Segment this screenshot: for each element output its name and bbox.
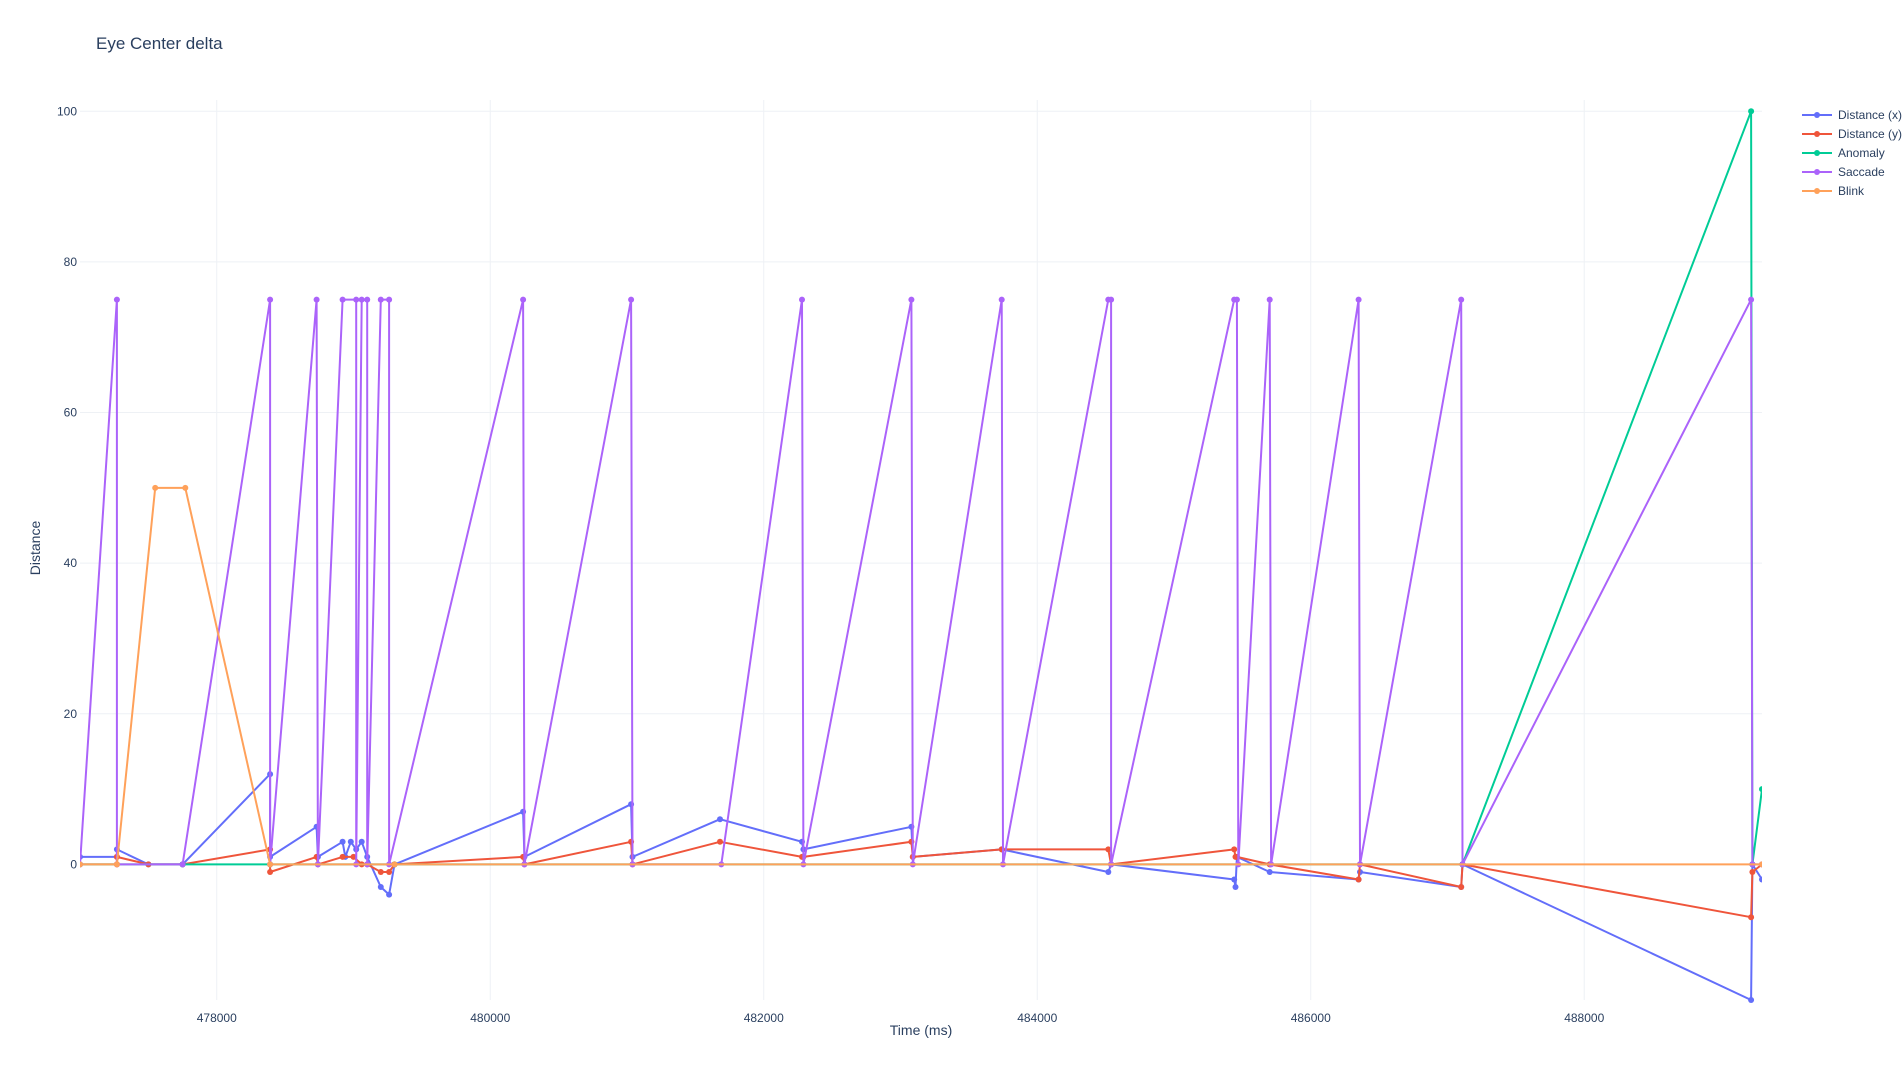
data-point — [1749, 869, 1756, 875]
data-point — [1355, 876, 1362, 883]
data-point — [113, 296, 120, 303]
legend-item[interactable]: Saccade — [1802, 165, 1885, 179]
data-point — [391, 861, 398, 868]
data-point — [113, 861, 120, 868]
data-point — [1266, 869, 1273, 875]
data-point — [364, 296, 371, 303]
data-point — [998, 296, 1005, 303]
series-line — [80, 110, 1762, 866]
data-point — [80, 861, 83, 868]
data-point — [1748, 296, 1755, 303]
data-point — [386, 869, 393, 875]
grid-lines — [80, 100, 1762, 1000]
legend-label: Distance (x) — [1838, 108, 1902, 122]
data-point — [353, 296, 360, 303]
series-line — [80, 840, 1762, 919]
y-axis-label: Distance — [27, 521, 43, 576]
data-point — [182, 484, 189, 491]
x-tick-label: 480000 — [470, 1011, 510, 1025]
data-point — [1748, 914, 1755, 921]
legend-swatch-marker — [1814, 169, 1820, 175]
data-point — [799, 296, 805, 303]
data-point — [1748, 108, 1755, 115]
data-point — [908, 296, 915, 303]
data-point — [1759, 786, 1762, 793]
y-tick-label: 0 — [70, 857, 77, 871]
legend-label: Saccade — [1838, 165, 1885, 179]
legend-swatch-marker — [1814, 131, 1820, 137]
data-point — [717, 838, 723, 845]
data-point — [1233, 296, 1240, 303]
x-axis-label: Time (ms) — [890, 1022, 952, 1038]
y-tick-label: 80 — [64, 255, 78, 269]
legend-item[interactable]: Distance (x) — [1802, 108, 1902, 122]
series-saccade — [80, 296, 1762, 868]
series-layer — [80, 108, 1762, 1003]
chart-title: Eye Center delta — [96, 34, 223, 53]
legend-item[interactable]: Distance (y) — [1802, 127, 1902, 141]
x-tick-label: 484000 — [1017, 1011, 1057, 1025]
data-point — [1105, 869, 1112, 875]
data-point — [1458, 884, 1465, 890]
data-point — [377, 296, 384, 303]
data-point — [313, 296, 320, 303]
y-tick-label: 100 — [57, 104, 77, 118]
data-point — [350, 853, 357, 860]
data-point — [347, 838, 354, 845]
data-point — [267, 861, 274, 868]
data-point — [1231, 876, 1238, 883]
data-point — [628, 296, 635, 303]
data-point — [339, 853, 346, 860]
data-point — [267, 296, 274, 303]
data-point — [1105, 846, 1112, 853]
x-tick-label: 486000 — [1291, 1011, 1331, 1025]
y-tick-label: 40 — [64, 556, 78, 570]
legend-swatch-marker — [1814, 112, 1820, 118]
legend-swatch-marker — [1814, 188, 1820, 194]
legend-item[interactable]: Blink — [1802, 184, 1865, 198]
data-point — [386, 296, 393, 303]
legend-label: Distance (y) — [1838, 127, 1902, 141]
series-line — [80, 298, 1762, 866]
legend: Distance (x) Distance (y) Anomaly Saccade Bl… — [1802, 108, 1902, 198]
data-point — [1458, 296, 1465, 303]
data-point — [152, 484, 159, 491]
data-point — [1759, 876, 1762, 883]
data-point — [1759, 861, 1762, 868]
x-tick-label: 478000 — [197, 1011, 237, 1025]
series-anomaly — [80, 108, 1762, 868]
data-point — [339, 838, 346, 845]
data-point — [1231, 846, 1238, 853]
data-point — [717, 816, 723, 823]
legend-swatch-marker — [1814, 150, 1820, 156]
legend-label: Anomaly — [1838, 146, 1885, 160]
data-point — [386, 891, 393, 898]
data-point — [1748, 997, 1755, 1003]
series-blink — [80, 484, 1762, 868]
x-tick-labels: 478000 480000 482000 484000 486000 488000 — [197, 1011, 1605, 1025]
data-point — [358, 838, 365, 845]
y-tick-labels: 0 20 40 60 80 100 — [57, 104, 77, 871]
data-point — [358, 296, 365, 303]
data-point — [179, 861, 186, 868]
data-point — [1266, 296, 1273, 303]
x-tick-label: 482000 — [744, 1011, 784, 1025]
series-distance-x — [80, 771, 1762, 1003]
series-distance-y — [80, 838, 1762, 921]
data-point — [520, 296, 527, 303]
data-point — [1355, 296, 1362, 303]
data-point — [1232, 884, 1239, 890]
y-tick-label: 60 — [64, 406, 78, 420]
legend-label: Blink — [1838, 184, 1865, 198]
legend-item[interactable]: Anomaly — [1802, 146, 1885, 160]
data-point — [1108, 296, 1115, 303]
data-point — [339, 296, 346, 303]
x-tick-label: 488000 — [1564, 1011, 1604, 1025]
data-point — [377, 869, 384, 875]
data-point — [377, 884, 384, 890]
y-tick-label: 20 — [64, 707, 78, 721]
data-point — [267, 869, 274, 875]
